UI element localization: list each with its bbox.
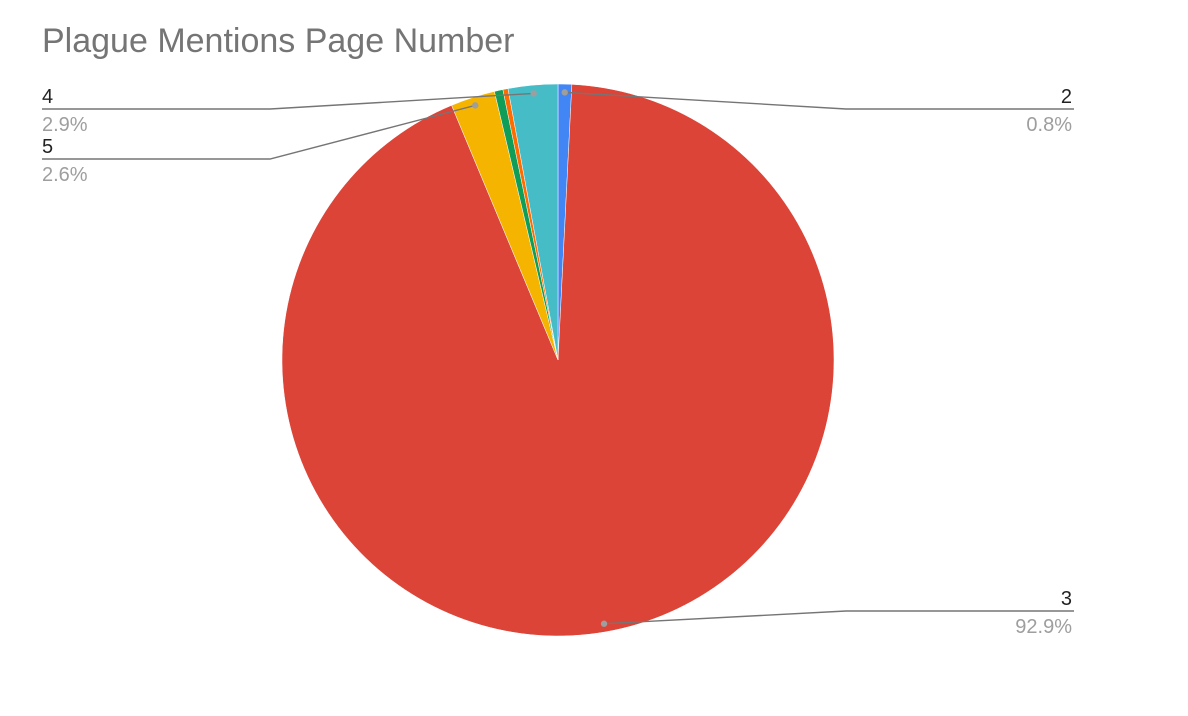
leader-dot-2 bbox=[562, 89, 568, 95]
leader-dot-3 bbox=[601, 621, 607, 627]
leader-dot-4 bbox=[530, 90, 536, 96]
leader-line-3 bbox=[604, 611, 1074, 624]
slice-label-2: 2 bbox=[1061, 86, 1072, 108]
slice-label-5: 5 bbox=[42, 136, 53, 158]
pie-slices bbox=[282, 84, 834, 636]
slice-label-3: 3 bbox=[1061, 588, 1072, 610]
slice-percent-3: 92.9% bbox=[1015, 616, 1072, 638]
slice-percent-5: 2.6% bbox=[42, 164, 88, 186]
slice-percent-2: 0.8% bbox=[1026, 114, 1072, 136]
slice-percent-4: 2.9% bbox=[42, 114, 88, 136]
leader-dot-5 bbox=[472, 102, 478, 108]
slice-label-4: 4 bbox=[42, 86, 53, 108]
